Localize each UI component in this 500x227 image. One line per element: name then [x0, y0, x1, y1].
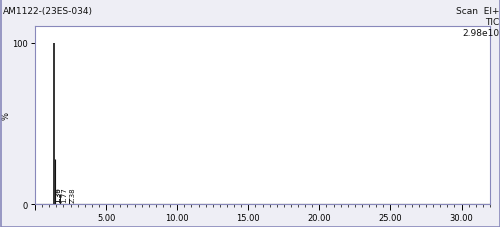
Y-axis label: %: % — [2, 112, 11, 120]
Text: 1.39: 1.39 — [56, 186, 62, 202]
Text: Scan  EI+
TIC
2.98e10: Scan EI+ TIC 2.98e10 — [456, 7, 499, 38]
Text: 1.36: 1.36 — [55, 186, 61, 202]
Text: 2.38: 2.38 — [70, 186, 75, 202]
Text: 1.77: 1.77 — [61, 186, 67, 202]
Text: AM1122-(23ES-034): AM1122-(23ES-034) — [2, 7, 92, 16]
